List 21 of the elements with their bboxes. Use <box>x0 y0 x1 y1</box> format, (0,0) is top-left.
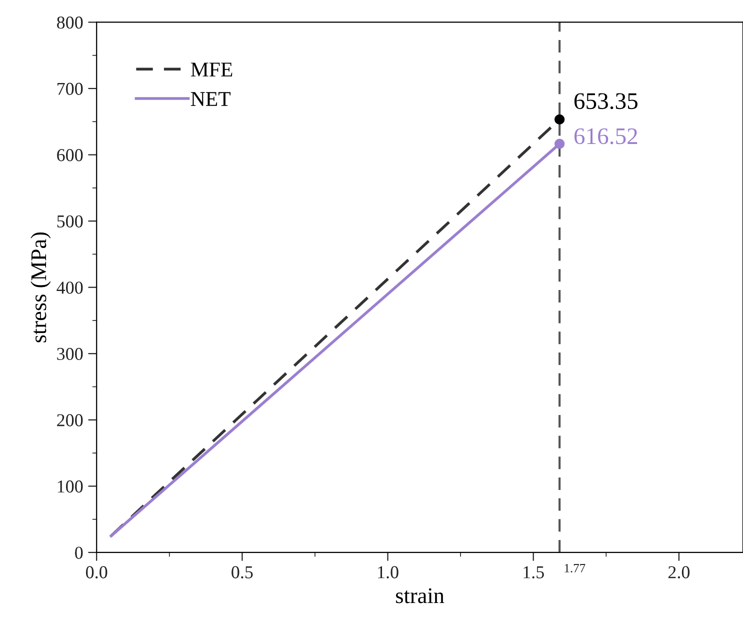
y-tick-label: 800 <box>57 16 83 29</box>
x-tick-label: 1.5 <box>524 566 544 578</box>
x-tick-label: 2.0 <box>668 566 690 578</box>
y-axis-title: stress (MPa) <box>30 232 51 342</box>
y-tick-label: 200 <box>57 414 83 426</box>
y-tick-label: 600 <box>57 149 83 162</box>
x-tick-label: 0.0 <box>86 566 108 578</box>
annotation: 1.77 <box>564 564 586 572</box>
y-tick-label: 700 <box>58 82 83 95</box>
legend-label: MFE <box>190 62 232 76</box>
data-label: 616.52 <box>574 128 638 144</box>
data-label: 653.35 <box>574 93 638 110</box>
y-tick-label: 300 <box>57 348 83 360</box>
x-tick-label: 0.5 <box>232 566 253 578</box>
legend-label: NET <box>190 92 230 106</box>
x-tick-label: 1.0 <box>378 566 398 578</box>
x-axis-title: strain <box>396 588 444 604</box>
y-tick-label: 100 <box>58 480 83 493</box>
y-tick-label: 400 <box>56 282 83 294</box>
y-tick-label: 0 <box>75 546 83 559</box>
y-tick-label: 500 <box>57 215 83 228</box>
